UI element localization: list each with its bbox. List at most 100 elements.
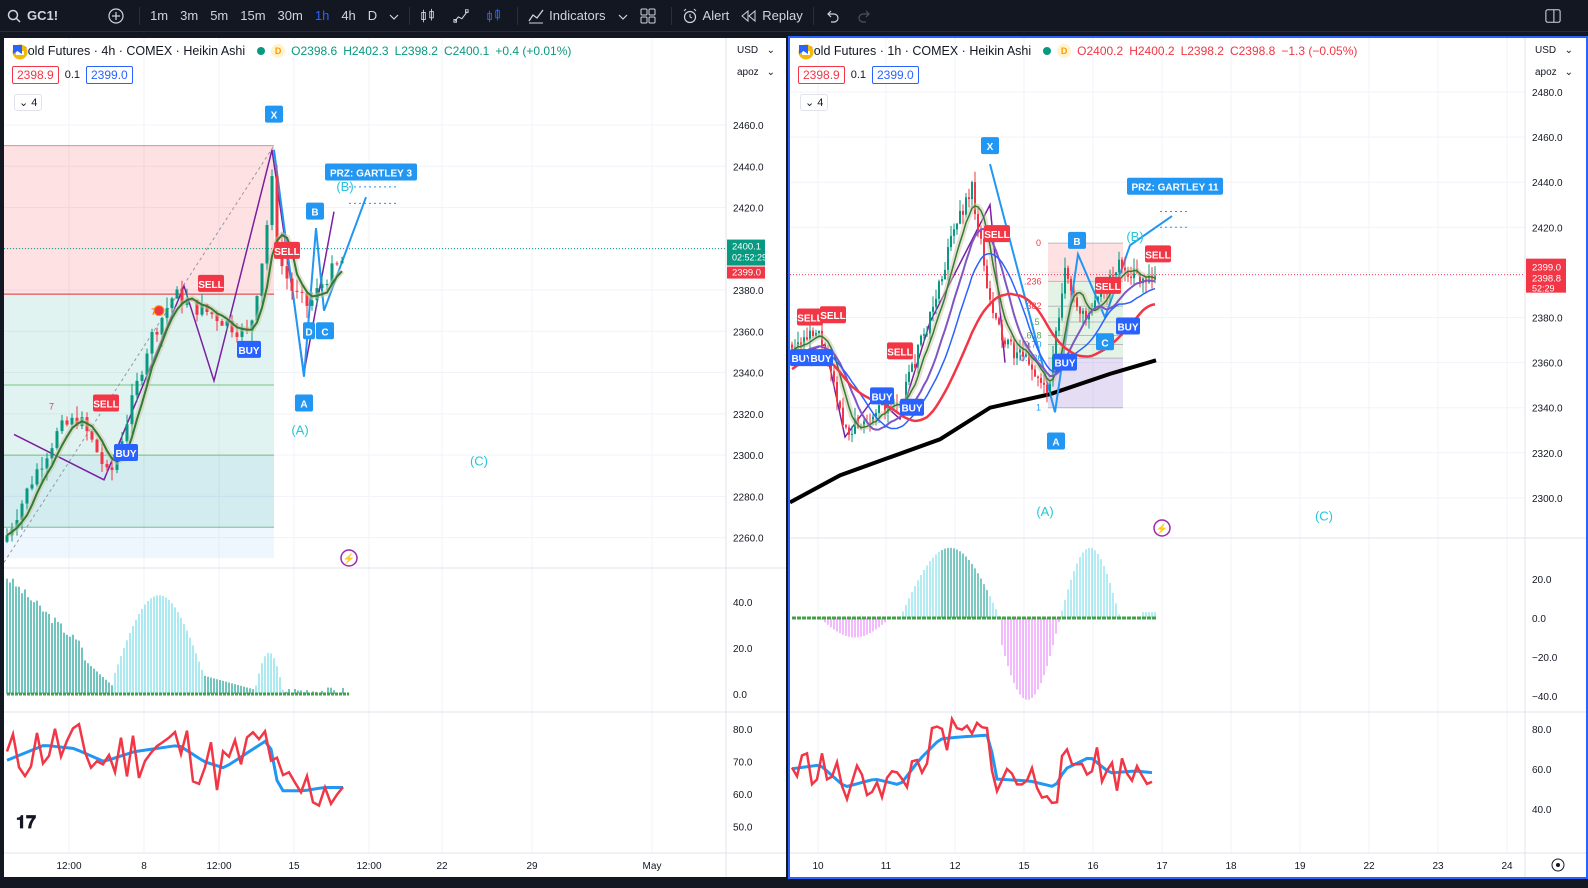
heikin-ashi-button[interactable] [480, 0, 513, 32]
right-collapse-toggle[interactable]: ⌄ 4 [800, 94, 829, 111]
right-price-axis[interactable]: 2480.02460.02440.02420.02400.02380.02360… [1526, 88, 1566, 816]
wave-b-label: (B) [336, 179, 353, 194]
settings-gear-icon [1551, 858, 1565, 872]
left-pattern-labels: X A B CD PRZ: GARTLEY 3 (A) (B) (C) SELL SELL SELL… [49, 105, 488, 567]
sell-signal: SELL [93, 400, 119, 411]
interval-1h[interactable]: 1h [314, 8, 330, 23]
candle-body [150, 332, 154, 354]
layout-button[interactable] [634, 0, 667, 32]
pattern-d-label-bg [303, 322, 315, 340]
interval-30m[interactable]: 30m [277, 8, 303, 23]
right-trade-box: 2398.9 0.1 2399.0 [798, 66, 919, 84]
undo-button[interactable] [818, 0, 851, 32]
pattern-a-label-bg [1047, 432, 1065, 450]
indicators-dropdown[interactable] [612, 0, 634, 32]
chevron-down-icon: ⌄ [1564, 67, 1573, 78]
buy-signal-bg [809, 349, 833, 367]
search-icon [6, 8, 22, 24]
panel-toggle-button[interactable] [1539, 0, 1572, 32]
left-scale-select[interactable]: apoz ⌄ [734, 66, 778, 79]
chart-type-button[interactable] [447, 0, 480, 32]
right-high: H2400.2 [1129, 44, 1175, 58]
right-scale-select[interactable]: apoz ⌄ [1532, 66, 1576, 79]
right-oscillator-histogram [792, 547, 1156, 700]
compare-symbol-button[interactable] [102, 0, 135, 32]
pattern-x-label: X [987, 142, 994, 153]
time-tick-label: 16 [1087, 861, 1099, 872]
right-grid [790, 38, 1586, 877]
buy-signal-bg [790, 349, 814, 367]
left-currency-select[interactable]: USD ⌄ [734, 44, 778, 57]
left-buy-price-button[interactable]: 2399.0 [86, 66, 133, 84]
interval-d[interactable]: D [367, 8, 378, 23]
symbol-search[interactable]: GC1! [0, 0, 64, 32]
candle-body [1121, 259, 1123, 268]
right-buy-price-button[interactable]: 2399.0 [872, 66, 919, 84]
candle-body [125, 424, 129, 442]
right-currency-select[interactable]: USD ⌄ [1532, 44, 1576, 57]
pattern-b-label-bg [1068, 231, 1086, 249]
sell-signal-bg [820, 306, 846, 324]
price-tick-label: 2260.0 [733, 534, 764, 545]
candle-body [905, 381, 907, 401]
interval-dropdown[interactable] [383, 0, 405, 32]
time-tick-label: 29 [526, 861, 538, 872]
interval-15m[interactable]: 15m [240, 8, 266, 23]
indicators-button[interactable]: Indicators [522, 0, 611, 32]
candles-type-button[interactable] [414, 0, 447, 32]
right-time-axis[interactable]: 10 11 12 15 16 17 18 19 22 23 24 [812, 858, 1565, 872]
candle-body [265, 225, 269, 264]
interval-3m[interactable]: 3m [180, 8, 199, 23]
candle-body [70, 417, 74, 425]
osc2-tick-label: 80.0 [1532, 725, 1552, 736]
fib-level-label: 0 [1036, 238, 1041, 248]
wave-b-label: (B) [1126, 229, 1143, 244]
left-open: O2398.6 [291, 44, 338, 58]
price-tick-label: 2420.0 [1532, 223, 1563, 234]
redo-button[interactable] [851, 0, 884, 32]
candle-body [295, 290, 299, 292]
left-spread: 0.1 [64, 69, 80, 81]
candle-body [340, 260, 344, 264]
price-tick-label: 2380.0 [733, 286, 764, 297]
pattern-x-label: X [271, 111, 278, 122]
right-chart-pane[interactable]: 0.236.382.5.618 0.70 0.786 1 2480.0 2460.0 24… [788, 36, 1588, 879]
interval-1m[interactable]: 1m [150, 8, 169, 23]
pattern-b-label-bg [306, 202, 324, 220]
replay-button[interactable]: Replay [735, 0, 808, 32]
toolbar-divider [812, 6, 814, 25]
left-chart-canvas[interactable]: 2460.02440.02420.02400.02380.02360.02340… [4, 38, 786, 877]
chevron-down-icon: ⌄ [1564, 45, 1573, 56]
candle-body [1079, 306, 1081, 314]
osc2-tick-label: 70.0 [733, 758, 753, 769]
fib-level-label: 1 [1036, 403, 1041, 413]
undo-icon [824, 8, 840, 24]
left-sell-price-button[interactable]: 2398.9 [12, 66, 59, 84]
candle-body [60, 420, 64, 432]
right-sell-price-button[interactable]: 2398.9 [798, 66, 845, 84]
candle-body [938, 281, 940, 299]
candle-body [155, 332, 159, 335]
osc1-tick-label: −40.0 [1532, 692, 1558, 703]
candle-body [959, 210, 961, 224]
buy-signal-bg [237, 340, 261, 358]
left-price-axis[interactable]: 2460.02440.02420.02400.02380.02360.02340… [727, 121, 767, 834]
alert-button[interactable]: Alert [676, 0, 736, 32]
candle-body [100, 452, 104, 464]
candle-body [215, 314, 219, 322]
pattern-a-label: A [1052, 438, 1059, 449]
seven-marker: 7 [151, 307, 156, 317]
settings-gear-center [1556, 863, 1560, 867]
interval-5m[interactable]: 5m [210, 8, 229, 23]
candle-body [165, 308, 169, 318]
interval-4h[interactable]: 4h [341, 8, 356, 23]
left-low: L2398.2 [394, 44, 438, 58]
left-chart-pane[interactable]: 2460.02440.02420.02400.02380.02360.02340… [2, 36, 788, 879]
pattern-c-label: C [1101, 338, 1108, 349]
candle-body [926, 333, 928, 335]
candle-body [40, 468, 44, 470]
left-collapse-toggle[interactable]: ⌄ 4 [14, 94, 43, 111]
sell-signal: SELL [820, 311, 846, 322]
left-time-axis[interactable]: 12:00 8 12:00 15 12:00 22 29 May [56, 861, 661, 872]
